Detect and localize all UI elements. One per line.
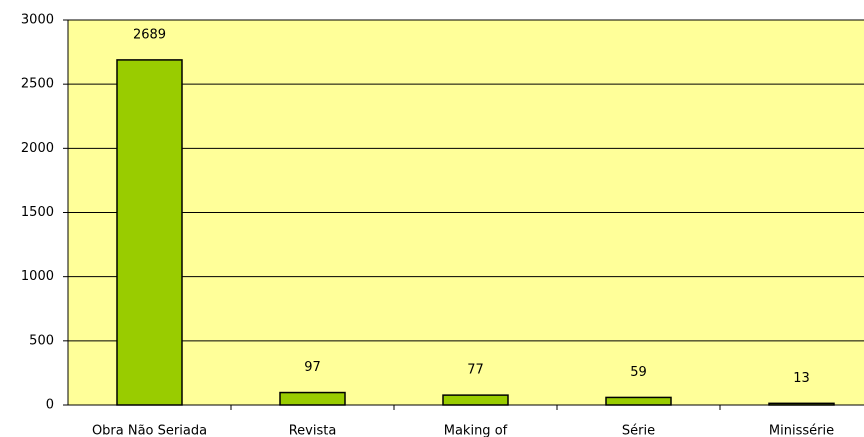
bar — [279, 391, 346, 406]
x-tick-label: Série — [622, 424, 655, 437]
data-label: 2689 — [133, 27, 166, 42]
y-tick-label: 2500 — [21, 77, 54, 92]
x-tick-label: Minissérie — [769, 424, 834, 437]
y-tick-label: 1000 — [21, 269, 54, 284]
x-tick-label: Obra Não Seriada — [92, 424, 207, 437]
x-tick-label: Revista — [289, 424, 337, 437]
bar — [768, 402, 835, 406]
data-label: 59 — [630, 365, 647, 380]
y-tick-label: 2000 — [21, 141, 54, 156]
y-tick-label: 3000 — [21, 13, 54, 28]
x-tick-label: Making of — [444, 424, 508, 437]
bar — [605, 396, 672, 406]
y-tick-label: 1500 — [21, 205, 54, 220]
y-tick-label: 500 — [29, 333, 54, 348]
data-label: 97 — [304, 360, 321, 375]
bar — [116, 59, 183, 406]
data-label: 77 — [467, 363, 484, 378]
data-label: 13 — [793, 371, 810, 386]
bar — [442, 394, 509, 406]
y-tick-label: 0 — [46, 398, 54, 413]
